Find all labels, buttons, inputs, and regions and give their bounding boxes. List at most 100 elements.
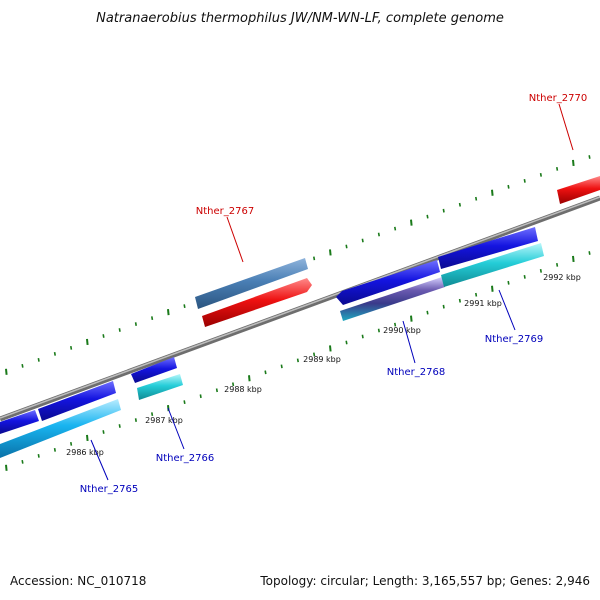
major-tick [410,315,413,322]
minor-tick [215,388,218,393]
feature-nther-2766-cds[interactable] [137,374,183,400]
minor-tick [426,214,429,219]
gene-label-nther-2765[interactable]: Nther_2765 [80,484,138,495]
major-tick [86,338,89,346]
minor-tick [151,316,154,320]
forward-features [195,176,600,327]
gene-label-nther-2766[interactable]: Nther_2766 [156,453,214,464]
tick-label: 2987 kbp [145,416,183,425]
genome-backbone [0,195,600,422]
leader-line-nther-2768 [402,320,416,364]
minor-tick [313,352,316,357]
minor-tick [458,202,461,207]
feature-nther-2769-gene[interactable] [438,227,538,269]
major-tick [491,189,494,196]
minor-tick [53,448,56,452]
minor-tick [280,364,283,369]
minor-tick [264,370,267,375]
minor-tick [377,328,380,333]
minor-tick [588,251,591,255]
minor-tick [102,430,105,434]
feature-nther-2767-cds[interactable] [202,278,312,327]
minor-tick [556,167,559,171]
reverse-tick-row [5,251,591,471]
genome-backbone-highlight [0,196,600,419]
leader-line-nther-2770 [558,103,574,151]
minor-tick [394,322,397,327]
minor-tick [232,382,235,387]
minor-tick [426,310,429,315]
major-tick [329,249,332,256]
minor-tick [475,292,478,297]
leader-line-nther-2769 [498,289,516,331]
minor-tick [507,184,510,189]
feature-nther-2765-gene-b[interactable] [38,381,116,421]
minor-tick [21,363,24,368]
leader-line-nther-2767 [226,216,244,263]
minor-tick [183,304,186,309]
minor-tick [523,274,526,279]
minor-tick [296,358,299,363]
minor-tick [345,340,348,345]
minor-tick [475,196,478,201]
feature-nther-2768-cds[interactable] [340,277,445,321]
gene-label-nther-2767[interactable]: Nther_2767 [196,206,254,217]
tick-label: 2991 kbp [464,299,502,308]
gene-label-nther-2769[interactable]: Nther_2769 [485,334,543,345]
minor-tick [53,352,56,356]
major-tick [5,368,8,375]
major-tick [491,285,494,292]
map-title: Natranaerobius thermophilus JW/NM-WN-LF,… [96,11,504,26]
tick-label: 2992 kbp [543,273,581,282]
major-tick [329,345,332,352]
tick-labels: 2986 kbp 2987 kbp 2988 kbp 2989 kbp 2990… [66,273,581,457]
tick-label: 2988 kbp [224,385,262,394]
minor-tick [151,412,154,416]
feature-nther-2765-gene-a[interactable] [0,410,39,434]
minor-tick [70,346,73,350]
label-leaders [90,103,574,481]
minor-tick [70,442,73,446]
feature-nther-2767-gene[interactable] [195,258,308,309]
major-tick [167,309,170,316]
tick-label: 2986 kbp [66,448,104,457]
gene-label-nther-2770[interactable]: Nther_2770 [529,93,587,104]
major-tick [248,375,251,382]
minor-tick [442,208,445,213]
minor-tick [458,298,461,303]
minor-tick [361,238,364,243]
major-tick [86,434,89,442]
feature-nther-2768-gene[interactable] [336,260,440,305]
minor-tick [313,256,316,261]
minor-tick [345,244,348,249]
minor-tick [394,226,397,231]
major-tick [5,464,8,471]
minor-tick [118,328,121,332]
minor-tick [361,334,364,339]
tick-label: 2990 kbp [383,326,421,335]
feature-nther-2766-gene[interactable] [131,357,177,383]
minor-tick [442,304,445,309]
feature-nther-2770-cds[interactable] [557,176,600,204]
minor-tick [539,268,542,273]
gene-label-nther-2768[interactable]: Nther_2768 [387,367,445,378]
leader-line-nther-2766 [167,407,185,450]
feature-nther-2765-cds[interactable] [0,399,121,458]
minor-tick [377,232,380,237]
major-tick [572,255,575,263]
major-tick [572,159,575,167]
minor-tick [37,357,40,362]
minor-tick [523,178,526,183]
minor-tick [134,322,137,326]
minor-tick [183,400,186,405]
minor-tick [102,334,105,338]
feature-nther-2769-cds[interactable] [441,243,544,287]
gene-labels: Nther_2765 Nther_2766 Nther_2767 Nther_2… [80,93,587,495]
major-tick [410,219,413,226]
genome-summary-text: Topology: circular; Length: 3,165,557 bp… [260,574,590,588]
minor-tick [588,155,591,159]
reverse-features [0,227,544,458]
minor-tick [21,459,24,464]
leader-line-nther-2765 [90,439,109,481]
